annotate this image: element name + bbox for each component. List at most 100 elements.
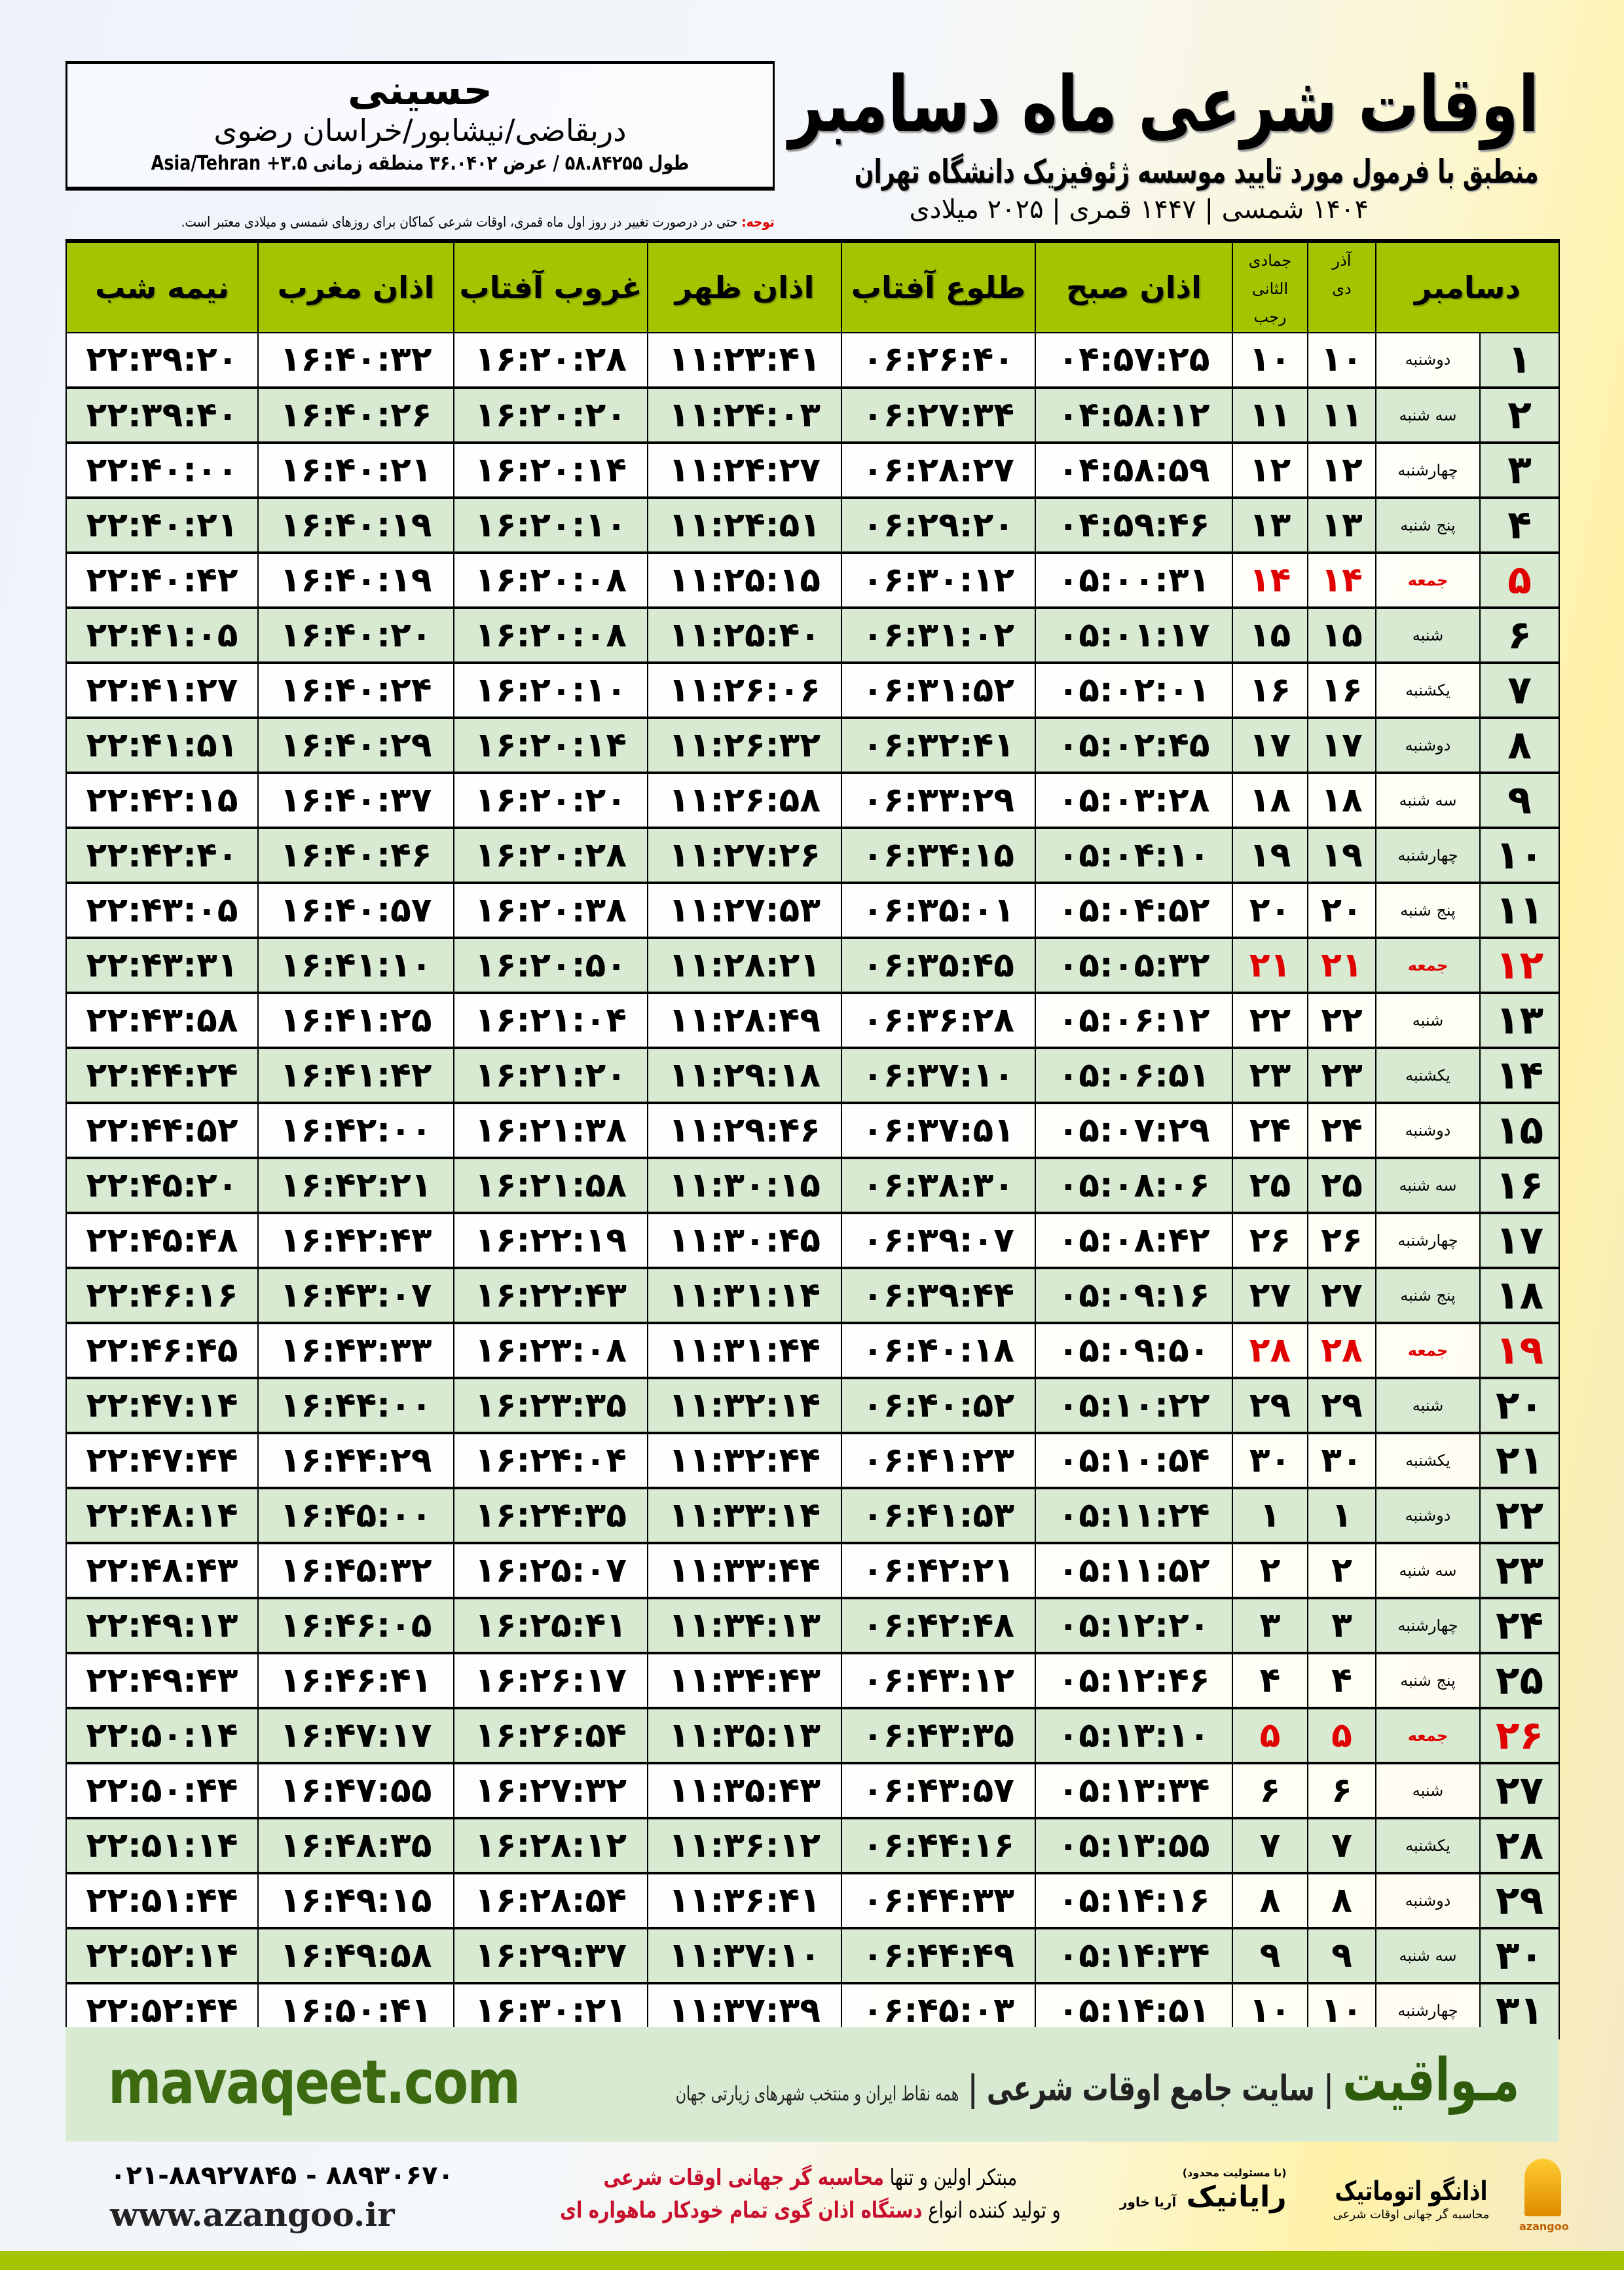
cell-day: ۲ bbox=[1479, 386, 1560, 444]
cell-weekday: سه شنبه bbox=[1375, 1927, 1481, 1984]
cell-day: ۲۱ bbox=[1479, 1432, 1560, 1489]
cell-rajab: ۱۵ bbox=[1232, 606, 1308, 664]
cell-nimeh: ۲۲:۴۳:۰۵ bbox=[65, 882, 259, 939]
cell-maghrib: ۱۶:۴۰:۲۱ bbox=[257, 441, 454, 499]
cell-rajab: ۱۳ bbox=[1232, 496, 1308, 554]
cell-tolu: ۰۶:۳۲:۴۱ bbox=[841, 716, 1036, 774]
cell-rajab: ۱۷ bbox=[1232, 716, 1308, 774]
cell-day: ۲۵ bbox=[1479, 1652, 1560, 1709]
cell-rajab: ۲۰ bbox=[1232, 882, 1308, 939]
col-dey: آذر دی bbox=[1307, 239, 1376, 333]
cell-dey: ۲ bbox=[1307, 1542, 1376, 1599]
brand-logo: مـواقیت bbox=[1342, 2046, 1519, 2115]
cell-sobh: ۰۵:۰۲:۴۵ bbox=[1035, 716, 1233, 774]
cell-dey: ۴ bbox=[1307, 1652, 1376, 1709]
cell-sobh: ۰۵:۱۳:۳۴ bbox=[1035, 1762, 1233, 1819]
cell-zohr: ۱۱:۳۰:۴۵ bbox=[647, 1212, 842, 1269]
cell-nimeh: ۲۲:۴۲:۴۰ bbox=[65, 827, 259, 884]
cell-day: ۲۰ bbox=[1479, 1377, 1560, 1434]
table-row: ۶ شنبه ۱۵ ۱۵ ۰۵:۰۱:۱۷ ۰۶:۳۱:۰۲ ۱۱:۲۵:۴۰ ۱۶:۲۰:۰… bbox=[65, 606, 1560, 664]
table-row: ۱۷ چهارشنبه ۲۶ ۲۶ ۰۵:۰۸:۴۲ ۰۶:۳۹:۰۷ ۱۱:۳۰:۴۵ ۱۶… bbox=[65, 1212, 1560, 1269]
cell-rajab: ۱۱ bbox=[1232, 386, 1308, 444]
cell-nimeh: ۲۲:۴۴:۵۲ bbox=[65, 1102, 259, 1159]
col-nimeh: نیمه شب bbox=[65, 239, 259, 333]
cell-maghrib: ۱۶:۴۱:۲۵ bbox=[257, 992, 454, 1049]
cell-tolu: ۰۶:۳۹:۴۴ bbox=[841, 1267, 1036, 1324]
cell-dey: ۲۶ bbox=[1307, 1212, 1376, 1269]
cell-weekday: چهارشنبه bbox=[1375, 1212, 1481, 1269]
cell-sobh: ۰۵:۱۳:۱۰ bbox=[1035, 1707, 1233, 1764]
cell-dey: ۱۹ bbox=[1307, 827, 1376, 884]
location-coords: طول ۵۸.۸۴۲۵۵ / عرض ۳۶.۰۴۰۲ منطقه زمانی ۳… bbox=[151, 152, 690, 176]
cell-tolu: ۰۶:۴۳:۵۷ bbox=[841, 1762, 1036, 1819]
cell-sobh: ۰۵:۰۸:۰۶ bbox=[1035, 1157, 1233, 1214]
cell-tolu: ۰۶:۳۱:۵۲ bbox=[841, 661, 1036, 719]
cell-rajab: ۳۰ bbox=[1232, 1432, 1308, 1489]
col-zohr: اذان ظهر bbox=[647, 239, 842, 333]
location-name: حسینی bbox=[347, 66, 493, 114]
cell-day: ۶ bbox=[1479, 606, 1560, 664]
cell-ghorub: ۱۶:۲۲:۱۹ bbox=[453, 1212, 648, 1269]
cell-ghorub: ۱۶:۲۰:۰۸ bbox=[453, 606, 648, 664]
cell-nimeh: ۲۲:۴۴:۲۴ bbox=[65, 1047, 259, 1104]
cell-weekday: شنبه bbox=[1375, 606, 1481, 664]
cell-nimeh: ۲۲:۴۵:۲۰ bbox=[65, 1157, 259, 1214]
table-row: ۱۹ جمعه ۲۸ ۲۸ ۰۵:۰۹:۵۰ ۰۶:۴۰:۱۸ ۱۱:۳۱:۴۴ ۱۶:۲۳:… bbox=[65, 1322, 1560, 1379]
cell-nimeh: ۲۲:۳۹:۲۰ bbox=[65, 331, 259, 389]
cell-day: ۱۴ bbox=[1479, 1047, 1560, 1104]
cell-maghrib: ۱۶:۴۵:۰۰ bbox=[257, 1487, 454, 1544]
cell-day: ۱ bbox=[1479, 331, 1560, 389]
cell-zohr: ۱۱:۳۱:۴۴ bbox=[647, 1322, 842, 1379]
rayanik-logo: (با مسئولیت محدود) رایانیک آریا خاور bbox=[1120, 2167, 1287, 2215]
year-line: ۱۴۰۴ شمسی | ۱۴۴۷ قمری | ۲۰۲۵ میلادی bbox=[909, 195, 1369, 225]
site-link[interactable]: mavaqeet.com bbox=[108, 2047, 521, 2117]
cell-day: ۸ bbox=[1479, 716, 1560, 774]
cell-ghorub: ۱۶:۲۰:۵۰ bbox=[453, 937, 648, 994]
cell-rajab: ۲۷ bbox=[1232, 1267, 1308, 1324]
cell-dey: ۱۵ bbox=[1307, 606, 1376, 664]
cell-maghrib: ۱۶:۴۹:۱۵ bbox=[257, 1872, 454, 1929]
cell-nimeh: ۲۲:۴۱:۰۵ bbox=[65, 606, 259, 664]
table-row: ۸ دوشنبه ۱۷ ۱۷ ۰۵:۰۲:۴۵ ۰۶:۳۲:۴۱ ۱۱:۲۶:۳۲ ۱۶:۲۰… bbox=[65, 716, 1560, 774]
cell-weekday: جمعه bbox=[1375, 1322, 1481, 1379]
rayanik-side: آریا خاور bbox=[1120, 2193, 1177, 2210]
cell-ghorub: ۱۶:۲۰:۲۸ bbox=[453, 827, 648, 884]
cell-ghorub: ۱۶:۲۰:۱۰ bbox=[453, 496, 648, 554]
cell-nimeh: ۲۲:۴۹:۴۳ bbox=[65, 1652, 259, 1709]
cell-sobh: ۰۵:۱۱:۵۲ bbox=[1035, 1542, 1233, 1599]
cell-weekday: دوشنبه bbox=[1375, 331, 1481, 389]
cell-zohr: ۱۱:۲۶:۰۶ bbox=[647, 661, 842, 719]
promo-line1-b: محاسبه گر جهانی اوقات شرعی bbox=[603, 2165, 885, 2191]
phone-numbers: ۰۲۱-۸۸۹۲۷۸۴۵ - ۸۸۹۳۰۶۷۰ bbox=[110, 2161, 454, 2191]
col-dey-top: آذر bbox=[1332, 251, 1352, 270]
table-row: ۳۰ سه شنبه ۹ ۹ ۰۵:۱۴:۳۴ ۰۶:۴۴:۴۹ ۱۱:۳۷:۱۰ ۱۶:۲۹… bbox=[65, 1927, 1560, 1984]
cell-day: ۱۵ bbox=[1479, 1102, 1560, 1159]
cell-tolu: ۰۶:۳۵:۴۵ bbox=[841, 937, 1036, 994]
brand-block: مـواقیت | سایت جامع اوقات شرعی | همه نقا… bbox=[675, 2046, 1519, 2115]
cell-weekday: دوشنبه bbox=[1375, 1102, 1481, 1159]
cell-rajab: ۱ bbox=[1232, 1487, 1308, 1544]
cell-nimeh: ۲۲:۵۱:۱۴ bbox=[65, 1817, 259, 1874]
table-row: ۲۶ جمعه ۵ ۵ ۰۵:۱۳:۱۰ ۰۶:۴۳:۳۵ ۱۱:۳۵:۱۳ ۱۶:۲۶:۵۴… bbox=[65, 1707, 1560, 1764]
cell-ghorub: ۱۶:۲۰:۱۴ bbox=[453, 441, 648, 499]
rayanik-name: رایانیک bbox=[1186, 2180, 1287, 2214]
cell-dey: ۹ bbox=[1307, 1927, 1376, 1984]
location-box: حسینی دربقاضی/نیشابور/خراسان رضوی طول ۵۸… bbox=[65, 61, 775, 191]
brand-tagline: سایت جامع اوقات شرعی bbox=[986, 2068, 1315, 2109]
note-text: حتی در درصورت تغییر در روز اول ماه قمری،… bbox=[181, 214, 742, 230]
azangoo-en: azangoo bbox=[1519, 2220, 1569, 2233]
cell-maghrib: ۱۶:۴۰:۲۹ bbox=[257, 716, 454, 774]
cell-sobh: ۰۵:۰۹:۱۶ bbox=[1035, 1267, 1233, 1324]
table-row: ۲۴ چهارشنبه ۳ ۳ ۰۵:۱۲:۲۰ ۰۶:۴۲:۴۸ ۱۱:۳۴:۱۳ ۱۶:۲… bbox=[65, 1597, 1560, 1654]
cell-rajab: ۳ bbox=[1232, 1597, 1308, 1654]
cell-day: ۷ bbox=[1479, 661, 1560, 719]
cell-ghorub: ۱۶:۲۶:۵۴ bbox=[453, 1707, 648, 1764]
cell-weekday: پنج شنبه bbox=[1375, 1652, 1481, 1709]
cell-weekday: دوشنبه bbox=[1375, 1872, 1481, 1929]
cell-ghorub: ۱۶:۲۸:۵۴ bbox=[453, 1872, 648, 1929]
cell-zohr: ۱۱:۳۷:۱۰ bbox=[647, 1927, 842, 1984]
cell-rajab: ۱۹ bbox=[1232, 827, 1308, 884]
col-rajab-label: رجب bbox=[1253, 308, 1287, 327]
azangoo-link[interactable]: www.azangoo.ir bbox=[110, 2195, 395, 2234]
cell-zohr: ۱۱:۲۶:۳۲ bbox=[647, 716, 842, 774]
